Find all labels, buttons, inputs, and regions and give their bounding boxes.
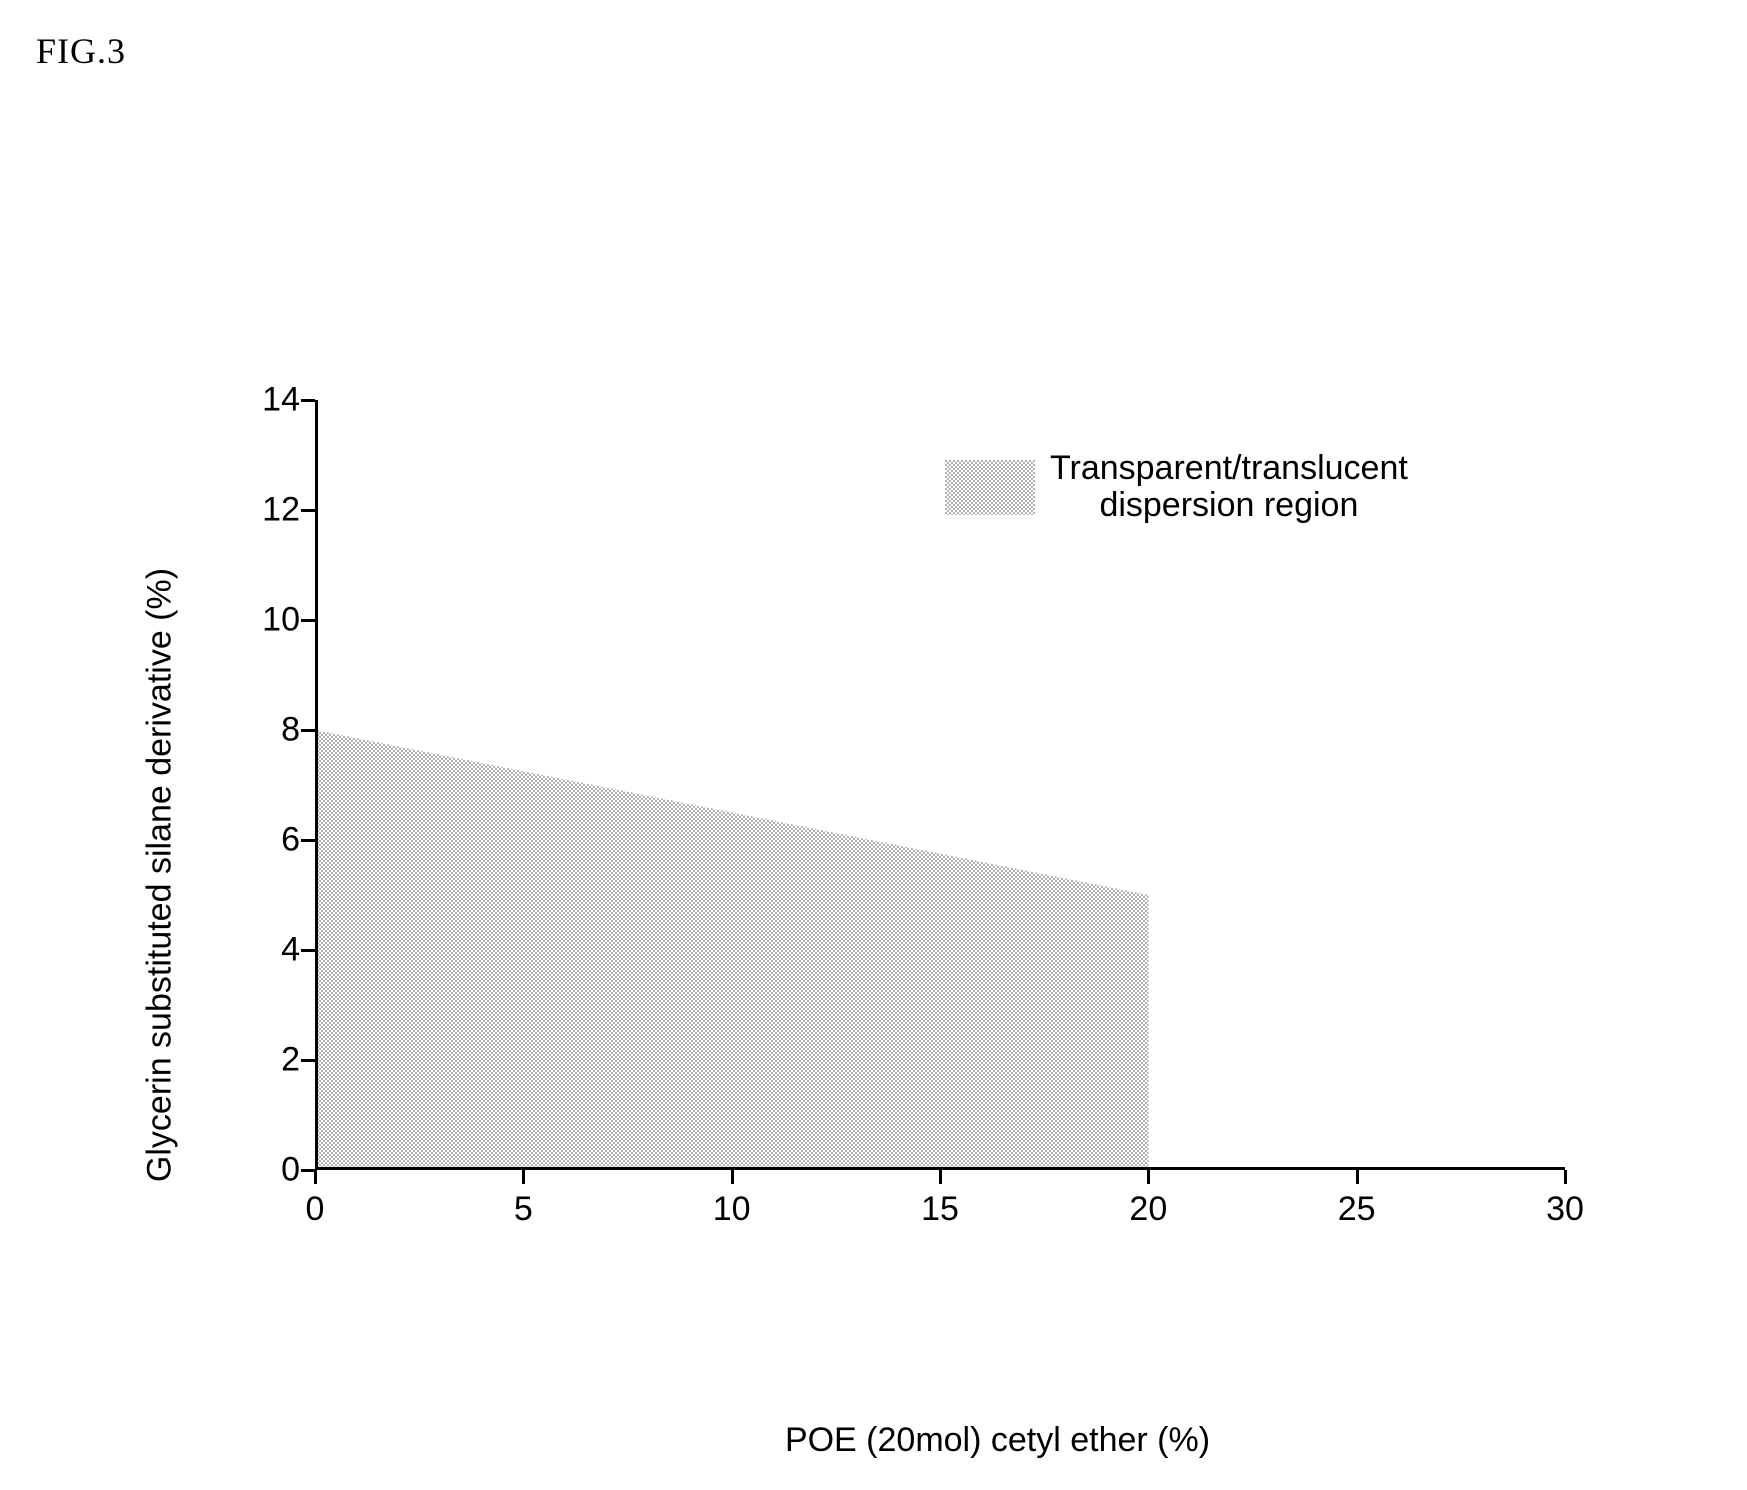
plot-area: Transparent/translucent dispersion regio…	[315, 400, 1565, 1170]
legend: Transparent/translucent dispersion regio…	[945, 450, 1408, 525]
x-tick-label: 20	[1129, 1190, 1167, 1229]
x-tick	[1356, 1170, 1359, 1184]
x-tick-label: 10	[713, 1190, 751, 1229]
y-tick	[301, 619, 315, 622]
y-tick	[301, 839, 315, 842]
y-tick	[301, 949, 315, 952]
y-tick-label: 14	[250, 381, 300, 420]
y-tick	[301, 729, 315, 732]
y-axis	[315, 400, 318, 1170]
y-axis-label: Glycerin substituted silane derivative (…	[141, 568, 180, 1182]
x-tick	[939, 1170, 942, 1184]
y-tick	[301, 1169, 315, 1172]
x-axis-label: POE (20mol) cetyl ether (%)	[785, 1421, 1210, 1460]
y-tick-label: 6	[250, 821, 300, 860]
x-tick-label: 15	[921, 1190, 959, 1229]
y-tick-label: 10	[250, 601, 300, 640]
y-tick-label: 0	[250, 1151, 300, 1190]
x-tick-label: 0	[306, 1190, 325, 1229]
chart: Glycerin substituted silane derivative (…	[200, 400, 1650, 1350]
legend-label-line2: dispersion region	[1050, 487, 1408, 524]
y-tick-label: 4	[250, 931, 300, 970]
x-tick	[1564, 1170, 1567, 1184]
y-tick	[301, 399, 315, 402]
x-tick	[1147, 1170, 1150, 1184]
x-tick	[522, 1170, 525, 1184]
y-tick	[301, 509, 315, 512]
figure-label: FIG.3	[36, 30, 126, 72]
y-tick-label: 12	[250, 491, 300, 530]
legend-swatch	[945, 460, 1035, 515]
y-tick-label: 2	[250, 1041, 300, 1080]
x-tick-label: 30	[1546, 1190, 1584, 1229]
x-tick-label: 25	[1338, 1190, 1376, 1229]
x-tick	[731, 1170, 734, 1184]
legend-label: Transparent/translucent dispersion regio…	[1050, 450, 1408, 525]
x-tick-label: 5	[514, 1190, 533, 1229]
legend-label-line1: Transparent/translucent	[1050, 450, 1408, 487]
x-tick	[314, 1170, 317, 1184]
y-tick	[301, 1059, 315, 1062]
y-tick-label: 8	[250, 711, 300, 750]
